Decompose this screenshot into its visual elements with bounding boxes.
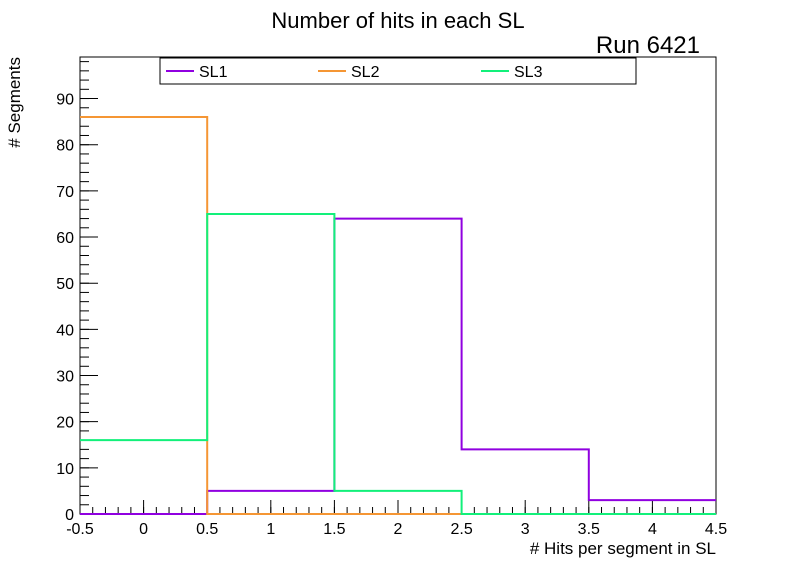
legend-label-sl1: SL1 bbox=[199, 64, 228, 81]
x-tick-label: 1 bbox=[266, 521, 275, 538]
x-tick-label: 2.5 bbox=[450, 521, 472, 538]
x-tick-label: 4 bbox=[648, 521, 657, 538]
x-axis-label: # Hits per segment in SL bbox=[530, 539, 716, 558]
histogram-sl3 bbox=[80, 212, 716, 515]
x-tick-label: 3.5 bbox=[578, 521, 600, 538]
y-tick-label: 20 bbox=[56, 415, 74, 432]
legend-label-sl3: SL3 bbox=[514, 64, 543, 81]
y-tick-label: 90 bbox=[56, 92, 74, 109]
legend-entry-sl3: SL3 bbox=[481, 64, 543, 81]
legend-box bbox=[159, 57, 637, 85]
legend-entry-sl1: SL1 bbox=[166, 64, 228, 81]
legend-entry-sl2: SL2 bbox=[318, 64, 380, 81]
chart-title: Number of hits in each SL bbox=[271, 8, 524, 33]
y-tick-label: 40 bbox=[56, 322, 74, 339]
x-tick-label: 4.5 bbox=[705, 521, 727, 538]
x-tick-label: -0.5 bbox=[66, 521, 94, 538]
x-tick-label: 1.5 bbox=[323, 521, 345, 538]
x-tick-label: 2 bbox=[394, 521, 403, 538]
y-tick-label: 50 bbox=[56, 276, 74, 293]
x-tick-label: 0 bbox=[139, 521, 148, 538]
y-axis-label: # Segments bbox=[5, 57, 24, 148]
y-tick-label: 0 bbox=[65, 507, 74, 524]
x-tick-label: 3 bbox=[521, 521, 530, 538]
y-tick-label: 80 bbox=[56, 138, 74, 155]
plot-area: -0.5 0 0.5 1 1.5 2 2.5 3 3.5 4 4.50102030405060708… bbox=[56, 56, 727, 538]
y-tick-label: 30 bbox=[56, 369, 74, 386]
run-label: Run 6421 bbox=[596, 32, 700, 59]
y-tick-label: 10 bbox=[56, 461, 74, 478]
legend: SL1 SL2 SL3 bbox=[159, 57, 637, 85]
y-tick-label: 60 bbox=[56, 230, 74, 247]
y-tick-label: 70 bbox=[56, 184, 74, 201]
legend-label-sl2: SL2 bbox=[351, 64, 380, 81]
x-tick-label: 0.5 bbox=[196, 521, 218, 538]
